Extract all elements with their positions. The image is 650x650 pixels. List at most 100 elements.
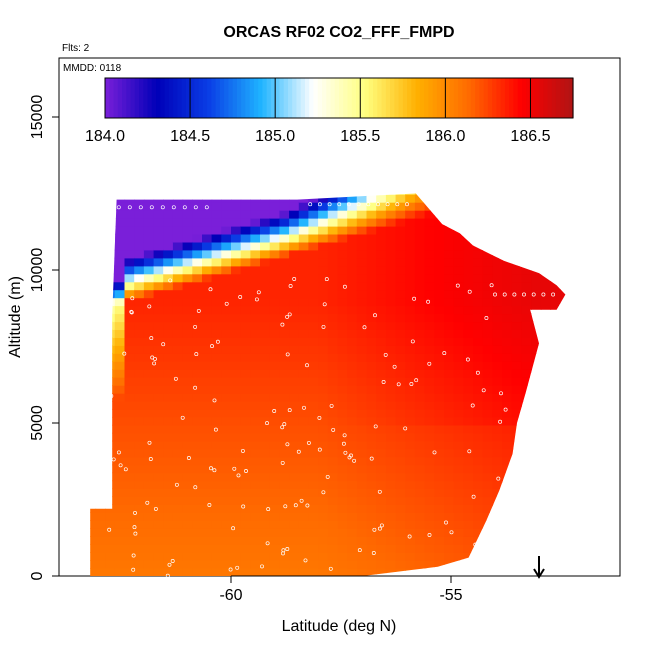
field-cell xyxy=(521,448,532,458)
field-cell xyxy=(570,552,580,561)
sample-point xyxy=(116,450,121,455)
field-cell xyxy=(337,408,348,418)
field-cell xyxy=(550,193,561,195)
field-cell xyxy=(453,313,464,323)
field-cell xyxy=(250,424,261,434)
field-cell xyxy=(366,424,377,434)
field-cell xyxy=(463,456,474,466)
field-cell xyxy=(337,337,348,346)
field-cell xyxy=(502,416,513,426)
field-cell xyxy=(395,297,406,307)
field-cell xyxy=(134,353,145,362)
field-cell xyxy=(172,281,184,291)
colorbar-swatch xyxy=(492,78,498,118)
field-cell xyxy=(453,448,464,458)
field-cell xyxy=(308,480,319,490)
field-cell xyxy=(250,273,261,283)
field-cell xyxy=(105,329,116,338)
field-cell xyxy=(502,496,513,505)
field-cell xyxy=(453,408,464,418)
field-cell xyxy=(376,337,387,346)
field-cell xyxy=(405,568,416,576)
field-cell xyxy=(308,265,319,275)
sample-point xyxy=(285,314,290,319)
field-cell xyxy=(182,193,193,195)
field-cell xyxy=(153,480,164,490)
field-cell xyxy=(250,329,261,338)
field-cell xyxy=(405,313,416,323)
sample-point xyxy=(152,361,157,366)
field-cell xyxy=(192,297,203,307)
field-cell xyxy=(434,488,445,498)
field-cell xyxy=(550,520,561,529)
field-cell xyxy=(376,210,387,219)
field-cell xyxy=(172,544,184,553)
field-cell xyxy=(337,520,348,529)
field-cell xyxy=(124,560,135,569)
field-cell xyxy=(95,369,106,378)
field-cell xyxy=(385,472,397,482)
field-cell xyxy=(260,329,271,338)
field-cell xyxy=(337,552,348,561)
field-cell xyxy=(511,202,522,211)
field-cell xyxy=(279,194,290,203)
field-cell xyxy=(163,218,174,227)
field-cell xyxy=(434,464,445,474)
field-cell xyxy=(444,345,455,354)
field-cell xyxy=(182,385,193,394)
field-cell xyxy=(221,178,231,187)
field-cell xyxy=(385,233,397,243)
field-cell xyxy=(405,193,416,195)
field-cell xyxy=(444,337,455,346)
field-cell xyxy=(482,432,493,442)
field-cell xyxy=(434,241,445,251)
field-cell xyxy=(356,552,368,561)
field-cell xyxy=(570,202,580,211)
field-cell xyxy=(444,193,455,195)
field-cell xyxy=(424,560,435,569)
field-cell xyxy=(453,568,464,576)
field-cell xyxy=(95,281,106,291)
field-cell xyxy=(172,528,184,537)
field-cell xyxy=(560,385,566,394)
field-cell xyxy=(434,377,445,386)
field-cell xyxy=(211,448,222,458)
field-cell xyxy=(318,202,329,211)
colorbar-swatch xyxy=(428,78,434,118)
field-cell xyxy=(279,353,290,362)
field-cell xyxy=(366,377,377,386)
field-cell xyxy=(182,361,193,370)
sample-point xyxy=(160,205,165,210)
field-cell xyxy=(163,504,174,513)
field-cell xyxy=(250,456,261,466)
field-cell xyxy=(395,488,406,498)
field-cell xyxy=(298,536,310,545)
field-cell xyxy=(279,273,290,283)
field-cell xyxy=(453,202,464,211)
field-cell xyxy=(240,520,251,529)
field-cell xyxy=(260,194,271,203)
field-cell xyxy=(540,480,552,490)
field-cell xyxy=(540,440,552,450)
field-cell xyxy=(560,265,566,275)
field-cell xyxy=(163,568,174,576)
sample-point xyxy=(193,205,198,210)
field-cell xyxy=(192,385,203,394)
field-cell xyxy=(182,233,193,243)
field-cell xyxy=(444,225,455,235)
colorbar-swatch xyxy=(309,78,315,118)
field-cell xyxy=(250,345,261,354)
field-cell xyxy=(231,424,242,434)
field-cell xyxy=(192,472,203,482)
sample-point xyxy=(376,202,380,207)
field-cell xyxy=(395,536,406,545)
field-cell xyxy=(540,289,552,299)
field-cell xyxy=(202,488,213,498)
field-cell xyxy=(511,536,522,545)
field-cell xyxy=(114,520,126,529)
field-cell xyxy=(250,520,261,529)
field-cell xyxy=(95,337,106,346)
field-cell xyxy=(114,416,126,426)
field-cell xyxy=(221,496,232,505)
field-cell xyxy=(395,273,406,283)
